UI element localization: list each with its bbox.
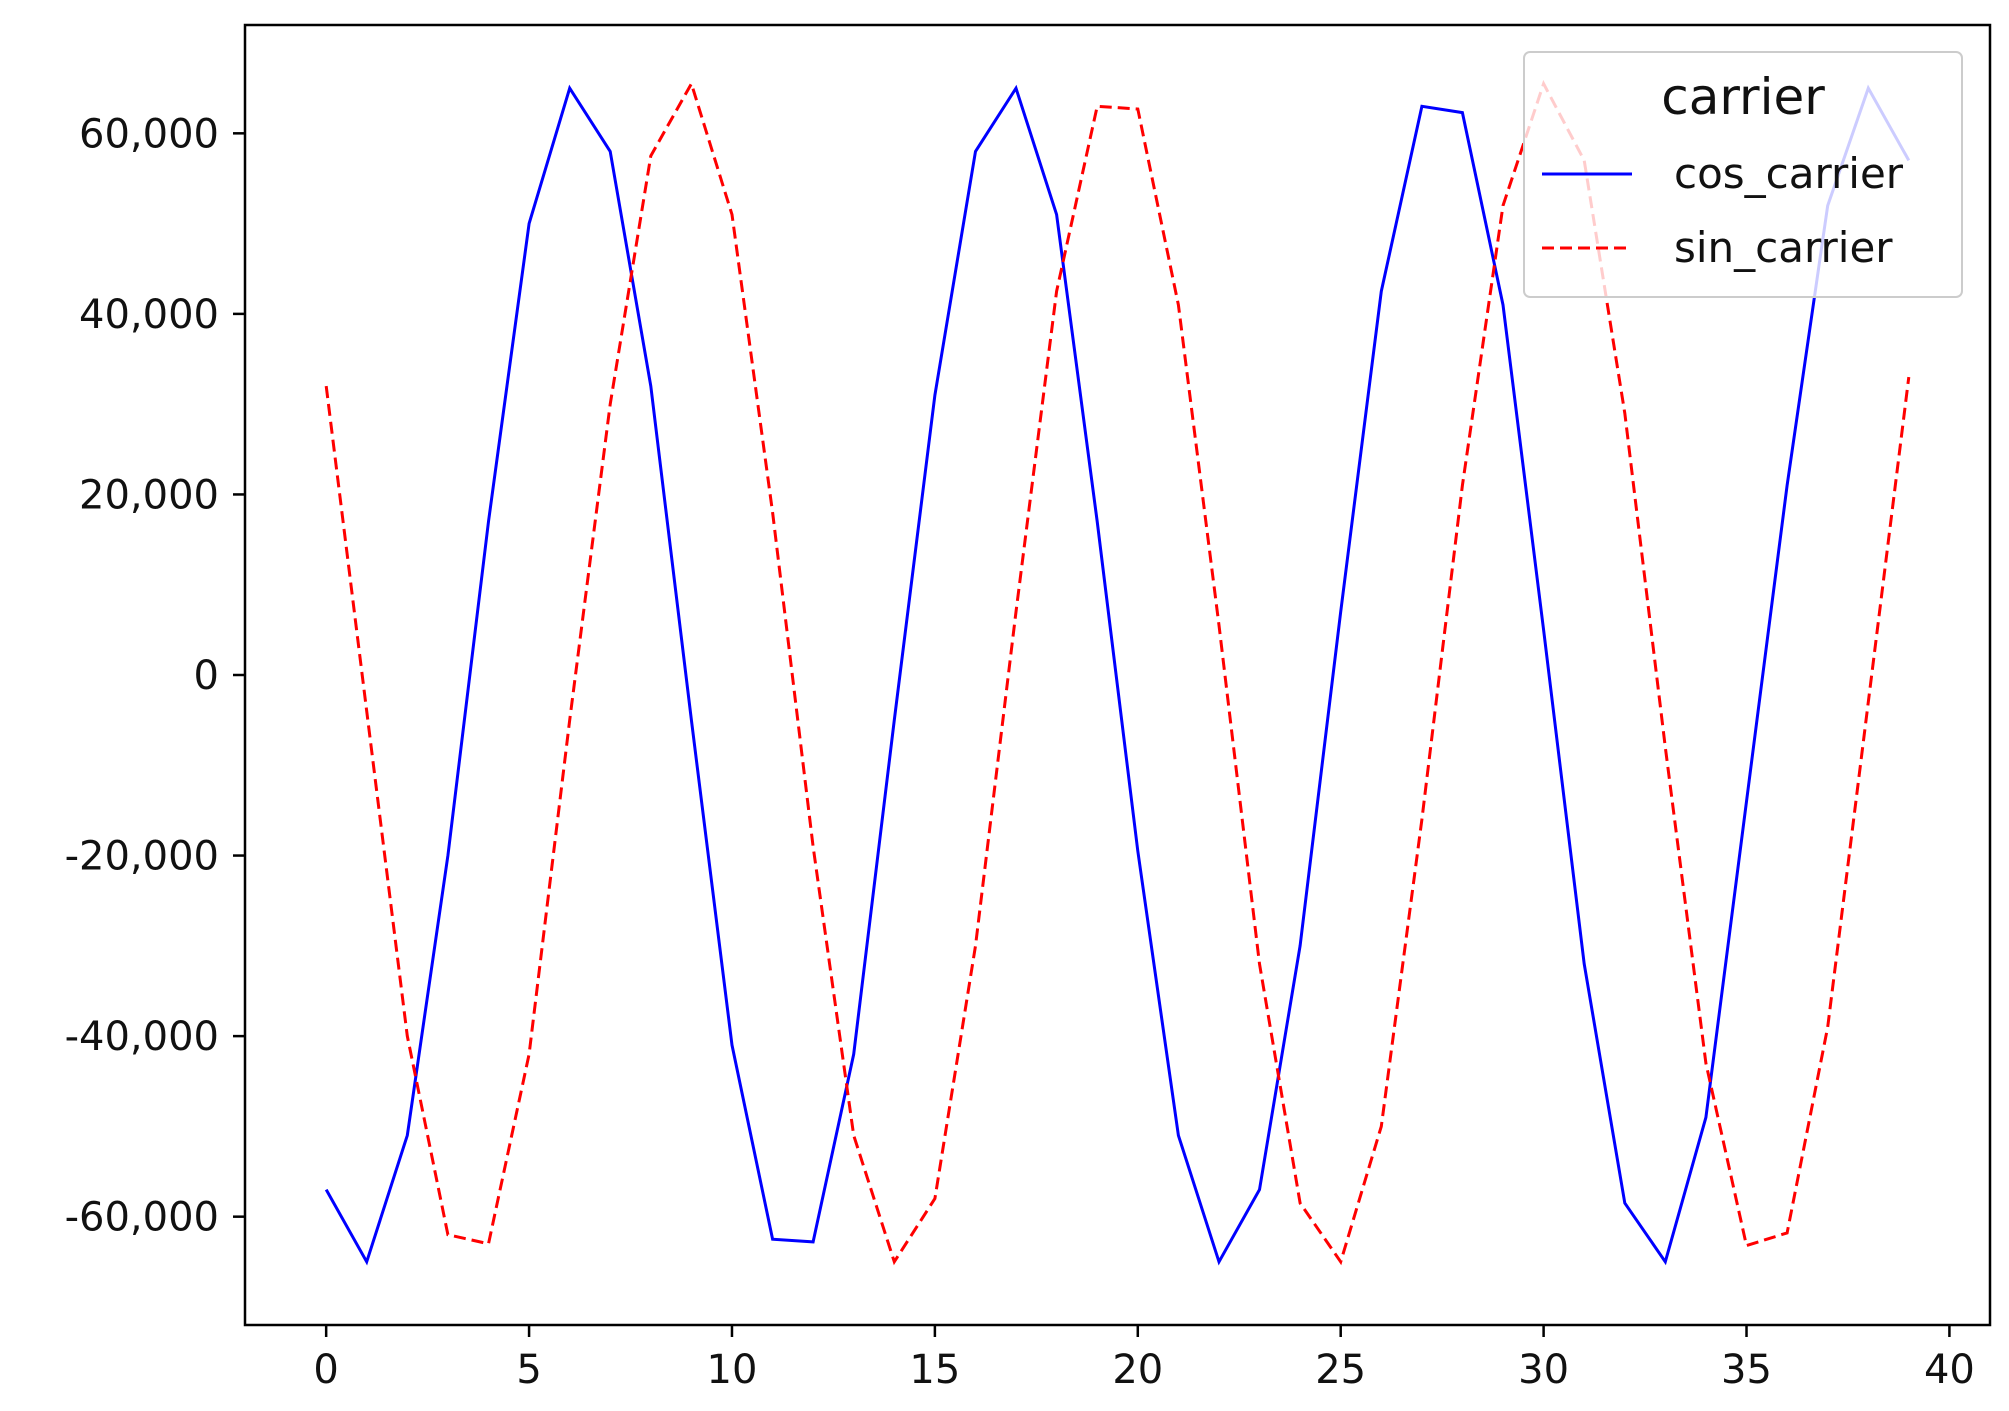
x-tick-label: 30: [1518, 1347, 1569, 1393]
legend-box: [1523, 51, 1963, 298]
legend-label: cos_carrier: [1674, 149, 1904, 198]
y-tick-label: 20,000: [79, 472, 219, 518]
x-tick-label: 5: [516, 1347, 541, 1393]
x-tick-label: 20: [1112, 1347, 1163, 1393]
y-tick-label: -60,000: [65, 1195, 219, 1241]
x-tick-label: 40: [1924, 1347, 1975, 1393]
y-tick-label: 60,000: [79, 111, 219, 157]
x-tick-label: 15: [909, 1347, 960, 1393]
plot-layer: [324, 79, 1911, 1266]
y-tick-label: -40,000: [65, 1014, 219, 1060]
x-tick-label: 35: [1721, 1347, 1772, 1393]
x-tick-label: 10: [707, 1347, 758, 1393]
axes-layer: 0 5 10 15 20 25 30 35 40 60,000 40,000 20,000 0 -20,0…: [65, 23, 1992, 1393]
y-tick-label: -20,000: [65, 834, 219, 880]
y-tick-label: 0: [194, 653, 219, 699]
y-tick-label: 40,000: [79, 292, 219, 338]
series-line-cos-carrier: [324, 84, 1911, 1266]
legend-label: sin_carrier: [1674, 223, 1893, 272]
legend-title: carrier: [1661, 68, 1825, 126]
series-line-sin-carrier: [324, 79, 1911, 1266]
legend: carrier cos_carrier sin_carrier: [1523, 51, 1963, 298]
x-tick-label: 25: [1315, 1347, 1366, 1393]
x-tick-label: 0: [313, 1347, 338, 1393]
